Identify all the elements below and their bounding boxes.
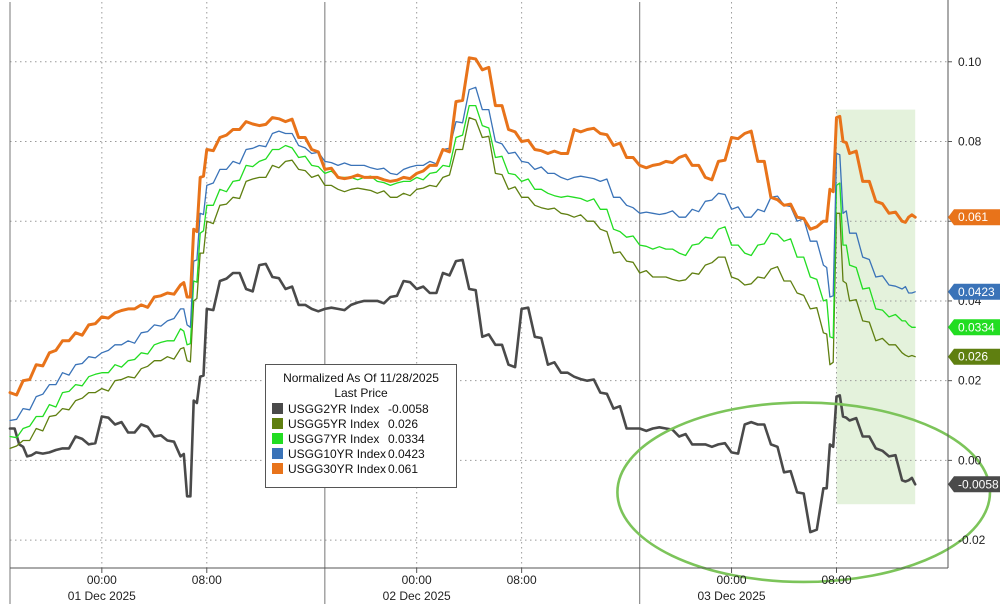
x-date-label: 03 Dec 2025 xyxy=(698,589,766,603)
series-line xyxy=(9,116,916,450)
x-tick-label: 08:00 xyxy=(821,573,851,587)
y-tick-label: 0.08 xyxy=(958,135,982,149)
legend-item: USGG2YR Index -0.0058 xyxy=(266,401,456,416)
last-value-text: 0.0334 xyxy=(958,320,995,334)
last-value-tag xyxy=(948,283,1000,300)
last-value-text: 0.0423 xyxy=(958,285,995,299)
x-tick-label: 08:00 xyxy=(507,573,537,587)
legend-item: USGG5YR Index 0.026 xyxy=(266,416,456,431)
value-label-layer: 0.061 0.0423 0.0334 0.026 -0.0058 xyxy=(948,209,1000,493)
y-tick-label: 0.02 xyxy=(958,374,982,388)
legend-item: USGG7YR Index 0.0334 xyxy=(266,431,456,446)
last-value-tag xyxy=(948,348,1000,365)
grid-layer xyxy=(9,2,948,604)
legend-series-name: USGG10YR Index xyxy=(288,446,387,461)
x-date-label: 02 Dec 2025 xyxy=(383,589,451,603)
legend-series-name: USGG30YR Index xyxy=(288,461,387,476)
last-value-tag xyxy=(948,319,1000,336)
legend-series-value: 0.0334 xyxy=(388,431,425,446)
legend-item: USGG30YR Index 0.061 xyxy=(266,461,456,476)
y-tick-label: -0.02 xyxy=(958,533,986,547)
last-value-tag xyxy=(948,209,1000,226)
y-tick-label: 0.10 xyxy=(958,55,982,69)
y-tick-label: 0.00 xyxy=(958,453,982,467)
legend-title: Normalized As Of 11/28/2025 xyxy=(283,371,439,385)
x-date-label: 01 Dec 2025 xyxy=(68,589,136,603)
last-value-text: 0.061 xyxy=(958,210,988,224)
series-line xyxy=(9,86,916,422)
last-value-label: 0.0334 xyxy=(948,319,1000,336)
legend-series-value: -0.0058 xyxy=(388,401,429,416)
x-tick-label: 00:00 xyxy=(717,573,747,587)
last-value-label: -0.0058 xyxy=(948,476,1000,493)
legend-series-name: USGG2YR Index xyxy=(288,401,380,416)
last-value-tag xyxy=(948,476,1000,493)
series-line xyxy=(9,104,916,439)
legend-series-name: USGG7YR Index xyxy=(288,431,380,446)
legend-series-name: USGG5YR Index xyxy=(288,416,380,431)
legend-swatch xyxy=(272,463,283,474)
legend-swatch xyxy=(272,433,283,444)
legend: Normalized As Of 11/28/2025 Last Price U… xyxy=(265,364,457,488)
x-tick-label: 00:00 xyxy=(87,573,117,587)
legend-series-value: 0.026 xyxy=(388,416,419,431)
x-tick-label: 08:00 xyxy=(192,573,222,587)
x-tick-label: 00:00 xyxy=(402,573,432,587)
series-line xyxy=(8,258,917,534)
legend-series-value: 0.061 xyxy=(388,461,419,476)
legend-swatch xyxy=(272,403,283,414)
last-value-label: 0.0423 xyxy=(948,283,1000,300)
series-layer xyxy=(8,56,917,534)
legend-swatch xyxy=(272,418,283,429)
last-value-text: 0.026 xyxy=(958,350,988,364)
last-value-label: 0.026 xyxy=(948,348,1000,365)
legend-swatch xyxy=(272,448,283,459)
last-value-text: -0.0058 xyxy=(958,477,999,491)
last-value-label: 0.061 xyxy=(948,209,1000,226)
legend-item: USGG10YR Index 0.0423 xyxy=(266,446,456,461)
axis-layer: 0.100.080.060.040.020.00-0.0200:0008:000… xyxy=(10,0,986,603)
legend-series-value: 0.0423 xyxy=(388,446,425,461)
series-line xyxy=(8,56,917,397)
legend-subtitle: Last Price xyxy=(334,386,388,400)
